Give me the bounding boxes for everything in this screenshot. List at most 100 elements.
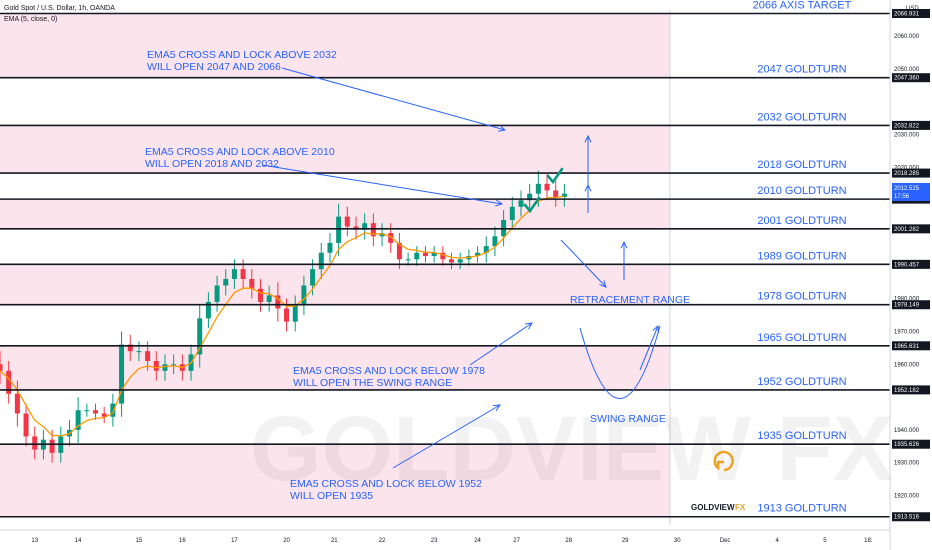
candle-body-59 [509,206,515,220]
check-icon [546,167,564,185]
zone-5 [0,444,670,517]
x-tick-8: 23 [431,538,438,544]
level-label-0: 2066 AXIS TARGET [753,0,852,12]
candle-body-38 [327,242,333,253]
x-tick-10: 27 [513,538,520,544]
candle-body-4 [32,436,38,450]
candle-body-27 [231,269,237,279]
arrow-to-2032 [281,67,506,131]
level-tag-text-1: 2047.360 [894,76,920,82]
level-label-5: 2001 GOLDTURN [757,215,846,227]
y-tick-8: 1930.000 [894,461,920,467]
candle-body-13 [110,403,116,417]
level-tag-2 [892,120,930,130]
candle-body-50 [431,252,437,257]
x-tick-2: 15 [136,538,143,544]
y-tick-5: 1970.000 [894,329,920,335]
candle-body-14 [119,344,125,404]
candle-body-55 [475,252,481,257]
candle-body-16 [136,351,142,353]
candle-body-31 [266,295,272,302]
annotation-ann-2032: EMA5 CROSS AND LOCK ABOVE 2032 WILL OPEN … [147,49,337,73]
candle-body-48 [414,252,420,260]
candle-body-53 [457,259,463,263]
annotation-ann-2010: EMA5 CROSS AND LOCK ABOVE 2010 WILL OPEN … [145,146,335,170]
symbol-title: Gold Spot / U.S. Dollar, 1h, OANDA [4,5,115,12]
candle-body-56 [483,246,489,253]
candle-body-62 [535,183,541,194]
candle-body-39 [336,216,342,243]
candle-body-34 [292,305,298,322]
y-tick-4: 1980.000 [894,297,920,303]
y-tick-0: 2060.000 [894,34,920,40]
arrow-to-2010 [261,164,503,205]
arrow-retrace-up-head [620,240,628,249]
arrow-to-1978 [469,322,533,366]
candle-body-40 [344,216,350,227]
x-tick-7: 22 [379,538,386,544]
candle-body-29 [249,278,255,289]
x-tick-11: 28 [565,538,572,544]
arrow-swing-up [639,325,659,371]
candle-body-43 [370,223,376,237]
candle-body-45 [388,233,394,243]
level-tag-3 [892,168,930,178]
level-tag-11 [892,512,930,522]
candle-body-11 [93,410,99,414]
zone-2 [0,199,670,229]
y-tick-3: 2020.000 [894,165,920,171]
candle-body-51 [440,252,446,260]
y-tick-2: 2030.000 [894,133,920,139]
arrow-swing-up-head [652,324,659,334]
arrow-retrace-down [560,239,607,288]
arrow-retrace-down-head [599,280,607,288]
level-label-9: 1952 GOLDTURN [757,376,846,388]
candle-body-15 [127,344,133,352]
logo-text-a: GOLDVIEW [691,503,735,512]
level-label-7: 1978 GOLDTURN [757,291,846,303]
annotation-retracement: RETRACEMENT RANGE [570,294,690,306]
candle-body-35 [301,285,307,306]
annotation-ann-1952: EMA5 CROSS AND LOCK BELOW 1952 WILL OPEN … [290,478,482,502]
level-label-3: 2018 GOLDTURN [757,159,846,171]
candle-body-44 [379,233,385,237]
annotation-line: WILL OPEN THE SWING RANGE [293,377,452,389]
check-icon [523,196,541,214]
candle-body-36 [310,269,316,286]
candle-body-46 [396,242,402,260]
level-label-8: 1965 GOLDTURN [757,332,846,344]
candle-body-26 [223,278,229,286]
candle-body-49 [422,252,428,257]
x-tick-14: Dec [720,538,731,544]
annotation-line: EMA5 CROSS AND LOCK BELOW 1978 [293,365,485,377]
candle-body-64 [553,190,559,197]
level-tag-0 [892,9,930,19]
indicator-label: EMA (5, close, 0) [4,16,57,23]
level-tag-5 [892,224,930,234]
candle-body-2 [14,393,20,414]
level-tag-text-3: 2018.285 [894,171,920,177]
x-tick-6: 21 [331,538,338,544]
level-label-2: 2032 GOLDTURN [757,111,846,123]
candle-body-20 [171,364,177,366]
x-tick-3: 16 [179,538,186,544]
swing-curve [579,325,661,399]
candle-body-57 [492,236,498,247]
x-tick-13: 30 [674,538,681,544]
arrow-to-2010-head [495,199,504,207]
level-tag-text-8: 1965.631 [894,344,920,350]
annotation-ann-1978: EMA5 CROSS AND LOCK BELOW 1978 WILL OPEN … [293,365,485,389]
level-tag-text-5: 2001.282 [894,227,920,233]
level-tag-1 [892,73,930,83]
level-tag-text-7: 1978.149 [894,303,920,309]
x-tick-15: 4 [775,538,779,544]
candle-body-60 [518,200,524,207]
level-tag-9 [892,385,930,395]
x-tick-17: 18: [864,538,873,544]
arrow-up-2018-head [584,183,592,192]
annotation-swing: SWING RANGE [590,413,666,425]
candle-body-47 [405,259,411,261]
level-tag-text-0: 2066.931 [894,12,920,18]
